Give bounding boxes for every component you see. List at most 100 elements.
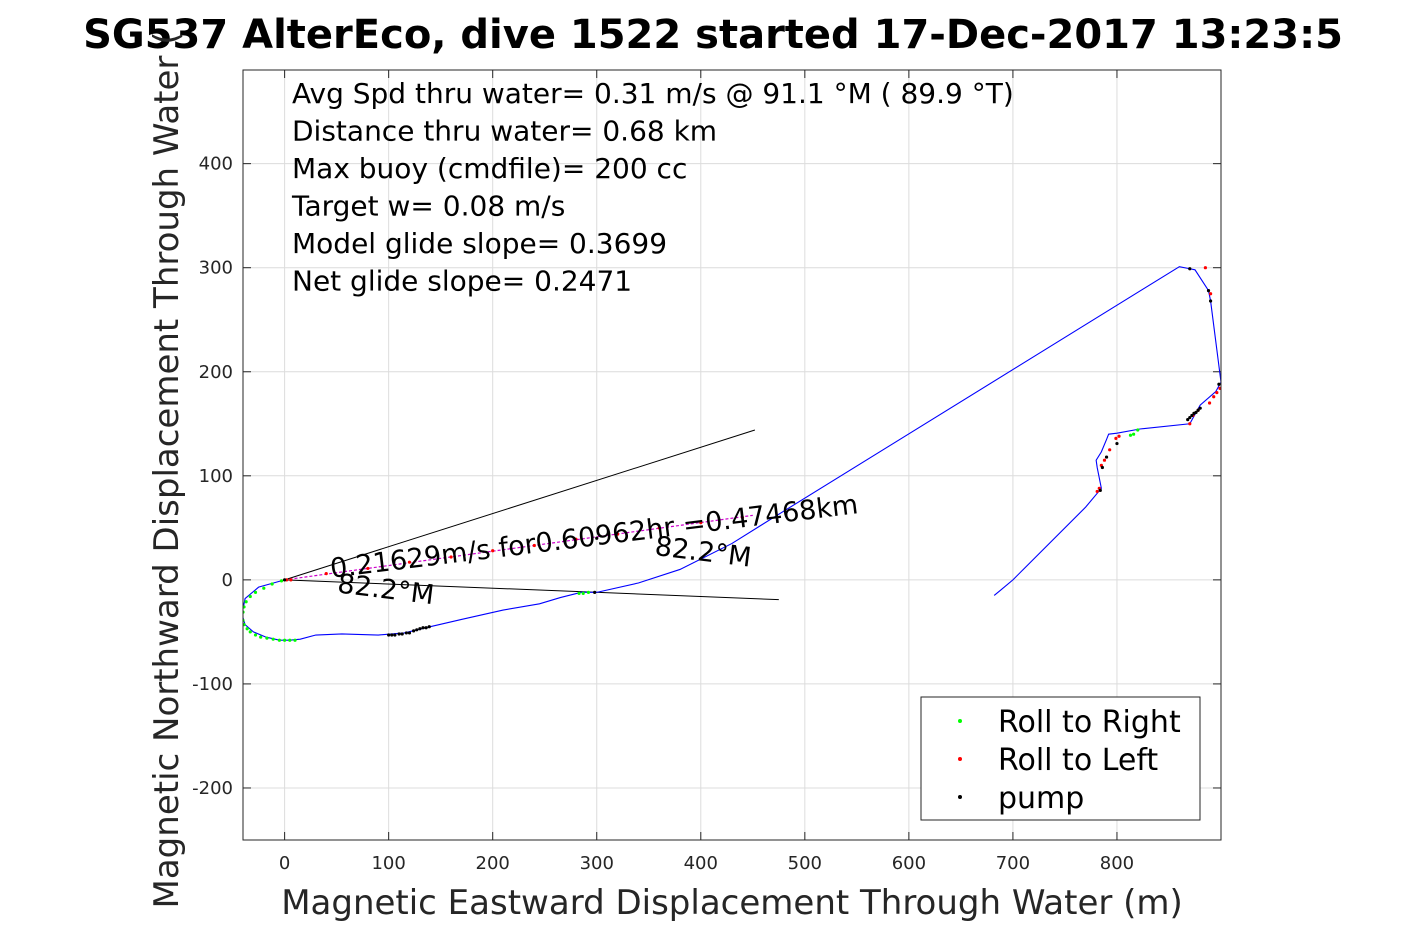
point-pump (418, 627, 422, 631)
point-roll-to-left (1203, 266, 1207, 270)
point-pump (1217, 382, 1221, 386)
y-tick-label: -100 (192, 674, 233, 695)
y-tick-label: 200 (199, 362, 233, 383)
point-pump (1194, 410, 1198, 414)
point-roll-to-left (1215, 390, 1219, 395)
point-pump (415, 628, 419, 632)
current-vector-line (284, 514, 753, 581)
point-roll-to-left (574, 537, 578, 541)
point-roll-to-left (1208, 292, 1213, 296)
point-roll-to-left (407, 560, 412, 564)
point-roll-to-left (324, 572, 328, 576)
legend-label: Roll to Right (998, 705, 1181, 740)
series-line-track (243, 266, 1221, 641)
point-pump (390, 633, 394, 637)
point-layer (243, 266, 1221, 642)
x-tick-label: 300 (580, 853, 614, 874)
point-roll-to-left (491, 549, 495, 553)
point-roll-to-right (248, 594, 252, 599)
point-pump (397, 632, 401, 636)
x-tick-label: 800 (1100, 853, 1134, 874)
point-roll-to-right (1136, 428, 1140, 432)
point-roll-to-right (271, 637, 275, 641)
point-pump (1188, 415, 1192, 420)
info-line: Max buoy (cmdfile)= 200 cc (292, 152, 687, 185)
point-roll-to-left (532, 543, 536, 548)
info-line: Avg Spd thru water= 0.31 m/s @ 91.1 °M (… (292, 77, 1014, 110)
x-tick-label: 700 (996, 853, 1030, 874)
point-roll-to-left (1117, 434, 1121, 438)
point-roll-to-right (243, 605, 246, 609)
tick-labels: 0 100 200 300 400 500 600 700 800 -200 -100 0 100 200… (192, 154, 1134, 874)
point-pump (1196, 408, 1200, 412)
y-tick-label: -200 (192, 778, 233, 799)
point-roll-to-left (1218, 386, 1221, 391)
info-line: Net glide slope= 0.2471 (292, 265, 632, 298)
point-pump (1186, 418, 1190, 422)
legend-marker (958, 719, 962, 723)
y-axis-label: Magnetic Northward Displacement Through … (147, 32, 187, 909)
point-pump (407, 631, 412, 635)
grid (243, 70, 1221, 840)
point-roll-to-right (283, 638, 287, 642)
point-pump (404, 631, 408, 635)
point-pump (283, 578, 287, 582)
reference-lines (284, 429, 779, 601)
heading-line (284, 429, 756, 581)
point-roll-to-right (277, 638, 282, 642)
point-roll-to-right (253, 633, 258, 637)
point-roll-to-right (259, 635, 263, 639)
y-tick-label: 400 (199, 154, 233, 175)
point-roll-to-right (243, 623, 246, 627)
point-pump (1098, 488, 1102, 492)
plot-frame (242, 69, 1222, 841)
point-roll-to-right (245, 627, 249, 631)
y-tick-label: 0 (222, 570, 233, 591)
point-pump (1198, 406, 1202, 410)
point-roll-to-right (279, 579, 284, 583)
info-line: Target w= 0.08 m/s (291, 190, 565, 223)
point-roll-to-left (699, 521, 703, 525)
point-pump (595, 536, 599, 540)
point-roll-to-right (1128, 433, 1133, 437)
point-roll-to-left (740, 515, 745, 520)
point-roll-to-left (449, 555, 453, 559)
point-roll-to-right (1132, 432, 1136, 436)
y-tick-label: 100 (199, 466, 233, 487)
point-roll-to-right (586, 590, 591, 594)
point-pump (1104, 455, 1109, 459)
point-pump (593, 590, 597, 594)
info-line: Model glide slope= 0.3699 (292, 227, 667, 260)
point-pump (1208, 299, 1213, 303)
point-roll-to-left (1207, 401, 1212, 405)
x-tick-label: 400 (684, 853, 718, 874)
point-pump (387, 633, 391, 637)
point-roll-to-right (293, 638, 297, 642)
legend-marker (958, 795, 962, 799)
point-roll-to-left (366, 566, 370, 571)
point-roll-to-right (577, 591, 581, 595)
x-tick-label: 200 (476, 853, 510, 874)
point-roll-to-right (270, 582, 274, 586)
info-text-block: Avg Spd thru water= 0.31 m/s @ 91.1 °M (… (291, 77, 1014, 298)
legend-label: Roll to Left (998, 743, 1158, 778)
legend-label: pump (998, 781, 1084, 816)
point-pump (427, 625, 431, 629)
point-pump (424, 626, 428, 630)
legend-box (920, 696, 1201, 821)
point-pump (421, 626, 425, 630)
chart-title: SG537 AlterEco, dive 1522 started 17-Dec… (83, 12, 1343, 58)
point-roll-to-right (244, 600, 248, 604)
point-pump (1115, 441, 1119, 446)
point-roll-to-left (1095, 489, 1099, 494)
point-roll-to-right (253, 590, 258, 594)
point-pump (1100, 465, 1104, 470)
point-roll-to-left (1102, 458, 1107, 462)
point-roll-to-right (581, 591, 585, 595)
point-roll-to-left (289, 578, 293, 582)
point-pump (1206, 288, 1211, 293)
y-tick-label: 300 (199, 258, 233, 279)
point-roll-to-right (248, 630, 252, 634)
info-line: Distance thru water= 0.68 km (292, 115, 717, 148)
